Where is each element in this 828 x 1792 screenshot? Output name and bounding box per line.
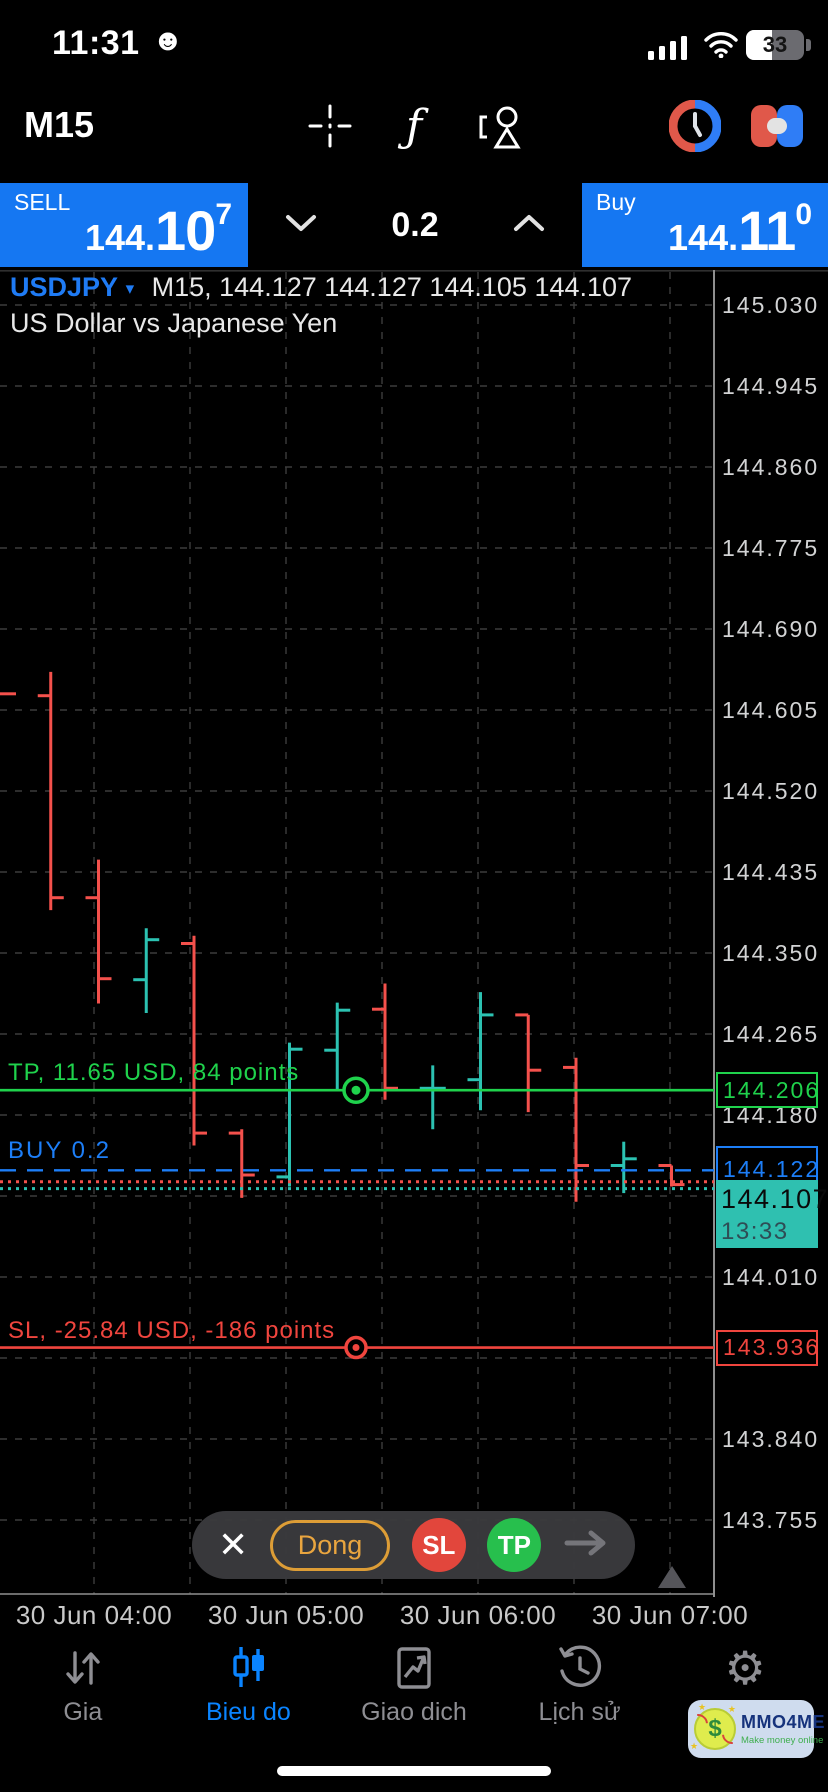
tp-price-box[interactable]: 144.206 [716, 1072, 818, 1109]
cell-signal-icon [648, 36, 690, 65]
price-axis-label: 144.945 [722, 372, 820, 399]
bid-price-box: 144.107 13:33 [716, 1179, 828, 1248]
chart-canvas[interactable]: USDJPY ▾ M15, 144.127 144.127 144.105 14… [0, 270, 828, 1597]
buy-price: 144.110 [668, 198, 812, 262]
price-axis-label: 145.030 [722, 292, 820, 318]
status-bar: 11:31 ☻ 33 [0, 0, 828, 90]
tp-line-label: TP, 11.65 USD, 84 points [8, 1059, 300, 1087]
symbol-selector[interactable]: USDJPY [10, 272, 119, 302]
time-axis-label: 30 Jun 07:00 [591, 1600, 749, 1630]
chart-candles-icon [225, 1642, 271, 1694]
watermark-brand: MMO4ME [741, 1712, 825, 1732]
mmo4me-watermark: $ ★ ★ ★ MMO4ME Make money online [683, 1700, 825, 1758]
status-time: 11:31 [52, 24, 140, 62]
price-axis-label: 144.265 [722, 1020, 820, 1047]
home-indicator[interactable] [277, 1766, 551, 1776]
price-axis-label: 144.520 [722, 777, 820, 804]
objects-icon[interactable] [474, 98, 530, 154]
battery-charge-fill [746, 30, 773, 60]
split-view-icon[interactable] [749, 98, 805, 154]
function-indicator-icon[interactable]: ƒ [405, 100, 423, 152]
sell-button[interactable]: SELL 144.107 [0, 183, 248, 267]
price-axis-label: 144.775 [722, 534, 820, 561]
sl-line-label: SL, -25.84 USD, -186 points [8, 1316, 336, 1344]
current-bid-price: 144.107 [721, 1183, 828, 1214]
chevron-up-icon [513, 214, 544, 231]
time-axis-label: 30 Jun 05:00 [207, 1600, 365, 1630]
sell-label: SELL [14, 189, 71, 215]
tab-bieu-do[interactable]: Bieu do [166, 1632, 332, 1752]
trade-chart-icon [391, 1642, 437, 1694]
tab-gia[interactable]: Gia [0, 1632, 166, 1752]
crosshair-icon[interactable] [302, 98, 358, 154]
price-axis-label: 144.860 [722, 453, 820, 480]
battery-cap [806, 39, 811, 51]
ohlc-chart [0, 270, 828, 1597]
history-clock-icon [557, 1642, 603, 1694]
arrow-right-icon [564, 1530, 606, 1555]
buy-label: Buy [596, 189, 636, 215]
scroll-to-end-arrow[interactable] [658, 1566, 686, 1588]
smiley-emoji-icon: ☻ [152, 24, 184, 57]
price-axis-label: 144.435 [722, 858, 820, 885]
position-line-label: BUY 0.2 [8, 1137, 111, 1165]
session-clock-icon[interactable] [667, 98, 723, 154]
current-bid-time: 13:33 [721, 1217, 789, 1245]
battery-icon: 33 [746, 30, 804, 60]
buy-button[interactable]: Buy 144.110 [582, 183, 828, 267]
chart-header: USDJPY ▾ M15, 144.127 144.127 144.105 14… [10, 272, 632, 339]
price-axis-label: 144.690 [722, 615, 820, 642]
chevron-down-icon [286, 214, 316, 231]
price-axis-label: 143.755 [722, 1506, 820, 1533]
timeframe-button[interactable]: M15 [24, 104, 95, 145]
volume-stepper: 0.2 [248, 183, 582, 267]
chevron-down-icon: ▾ [125, 279, 135, 298]
volume-increase-button[interactable] [512, 213, 546, 238]
time-axis-label: 30 Jun 06:00 [399, 1600, 557, 1630]
order-edit-toolbar: ✕ Dong SL TP [192, 1511, 635, 1579]
price-arrows-icon [60, 1642, 106, 1694]
price-axis-label: 144.350 [722, 939, 820, 966]
price-axis-label: 144.010 [722, 1263, 820, 1290]
volume-decrease-button[interactable] [284, 213, 318, 238]
price-axis-label: 144.605 [722, 696, 820, 723]
dong-close-order-button[interactable]: Dong [269, 1519, 391, 1571]
symbol-description: US Dollar vs Japanese Yen [10, 308, 338, 338]
volume-value[interactable]: 0.2 [391, 205, 439, 244]
chart-toolbar: M15 ƒ [0, 90, 828, 162]
watermark-tagline: Make money online [741, 1735, 824, 1746]
tab-lich-su[interactable]: Lịch sử [497, 1632, 663, 1752]
tab-giao-dich[interactable]: Giao dich [331, 1632, 497, 1752]
wifi-icon [704, 32, 738, 63]
sl-button[interactable]: SL [411, 1518, 466, 1572]
dollar-coin-icon: $ ★ ★ ★ [683, 1702, 747, 1751]
sl-price-box[interactable]: 143.936 [716, 1329, 818, 1366]
tp-button[interactable]: TP [487, 1518, 542, 1572]
confirm-arrow-button[interactable] [563, 1528, 609, 1563]
battery-percent: 33 [762, 32, 788, 57]
ohlc-readout: M15, 144.127 144.127 144.105 144.107 [151, 272, 633, 302]
sell-price: 144.107 [84, 198, 232, 262]
price-axis-label: 143.840 [722, 1425, 820, 1452]
close-icon[interactable]: ✕ [218, 1524, 249, 1565]
gear-icon: ⚙ [724, 1642, 766, 1694]
trade-panel: SELL 144.107 0.2 Buy 144.110 [0, 183, 828, 267]
time-axis-label: 30 Jun 04:00 [15, 1600, 173, 1630]
